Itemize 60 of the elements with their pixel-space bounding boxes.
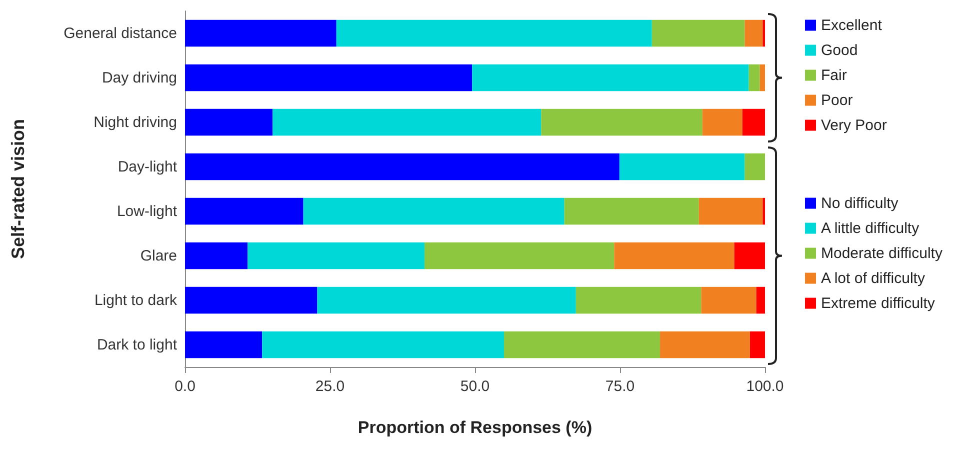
x-tick-label: 25.0 [315,378,345,395]
bar [303,198,564,225]
bar [185,153,620,180]
bar [744,20,763,47]
bar [734,242,765,270]
bar [185,242,248,270]
bar [424,242,614,270]
bar [336,20,652,47]
y-tick-label: Day driving [102,69,177,86]
bar [614,242,734,270]
y-tick-label: Night driving [94,114,177,131]
bar [619,153,745,180]
legend-label: A little difficulty [821,220,920,237]
bar [541,108,702,136]
x-axis-title: Proportion of Responses (%) [358,418,592,437]
y-tick-label: Dark to light [96,336,178,354]
legend-label: Very Poor [821,116,887,134]
bar [701,286,756,314]
legend-label: No difficulty [821,194,899,212]
x-tick-label: 100.0 [746,378,784,395]
bar [744,153,765,180]
bar [702,108,742,136]
bar [652,20,745,47]
bar [576,286,702,314]
bar [742,108,765,136]
y-tick-label: Low-light [116,202,178,220]
bar [660,331,750,358]
y-tick-label: Day-light [118,158,178,176]
bar [564,198,699,225]
legend-label: Extreme difficulty [821,294,936,312]
bar [750,331,765,358]
bar [262,331,504,358]
legend-label: Moderate difficulty [821,244,943,262]
bar [272,108,542,136]
bar [504,331,660,358]
bar [185,331,262,358]
legend-label: Good [821,42,858,59]
x-tick-label: 75.0 [605,378,635,395]
y-tick-label: Glare [140,247,177,264]
bar [748,64,760,92]
bar [185,64,472,92]
legend-label: A lot of difficulty [821,270,926,287]
bar [317,286,576,314]
legend-label: Excellent [821,16,883,34]
legend-label: Fair [821,66,847,84]
y-axis-title: Self-rated vision [8,118,28,260]
bar [760,64,765,92]
bar [472,64,749,92]
bar [185,286,318,314]
bar [185,198,304,225]
x-tick-label: 0.0 [174,378,196,395]
legend-label: Poor [821,92,853,109]
y-tick-label: General distance [64,24,177,42]
bar [756,286,765,314]
y-tick-label: Light to dark [94,292,178,309]
bar [185,108,273,136]
x-tick-label: 50.0 [460,378,490,395]
bar [698,198,763,225]
bar [248,242,425,270]
bar [185,20,336,47]
